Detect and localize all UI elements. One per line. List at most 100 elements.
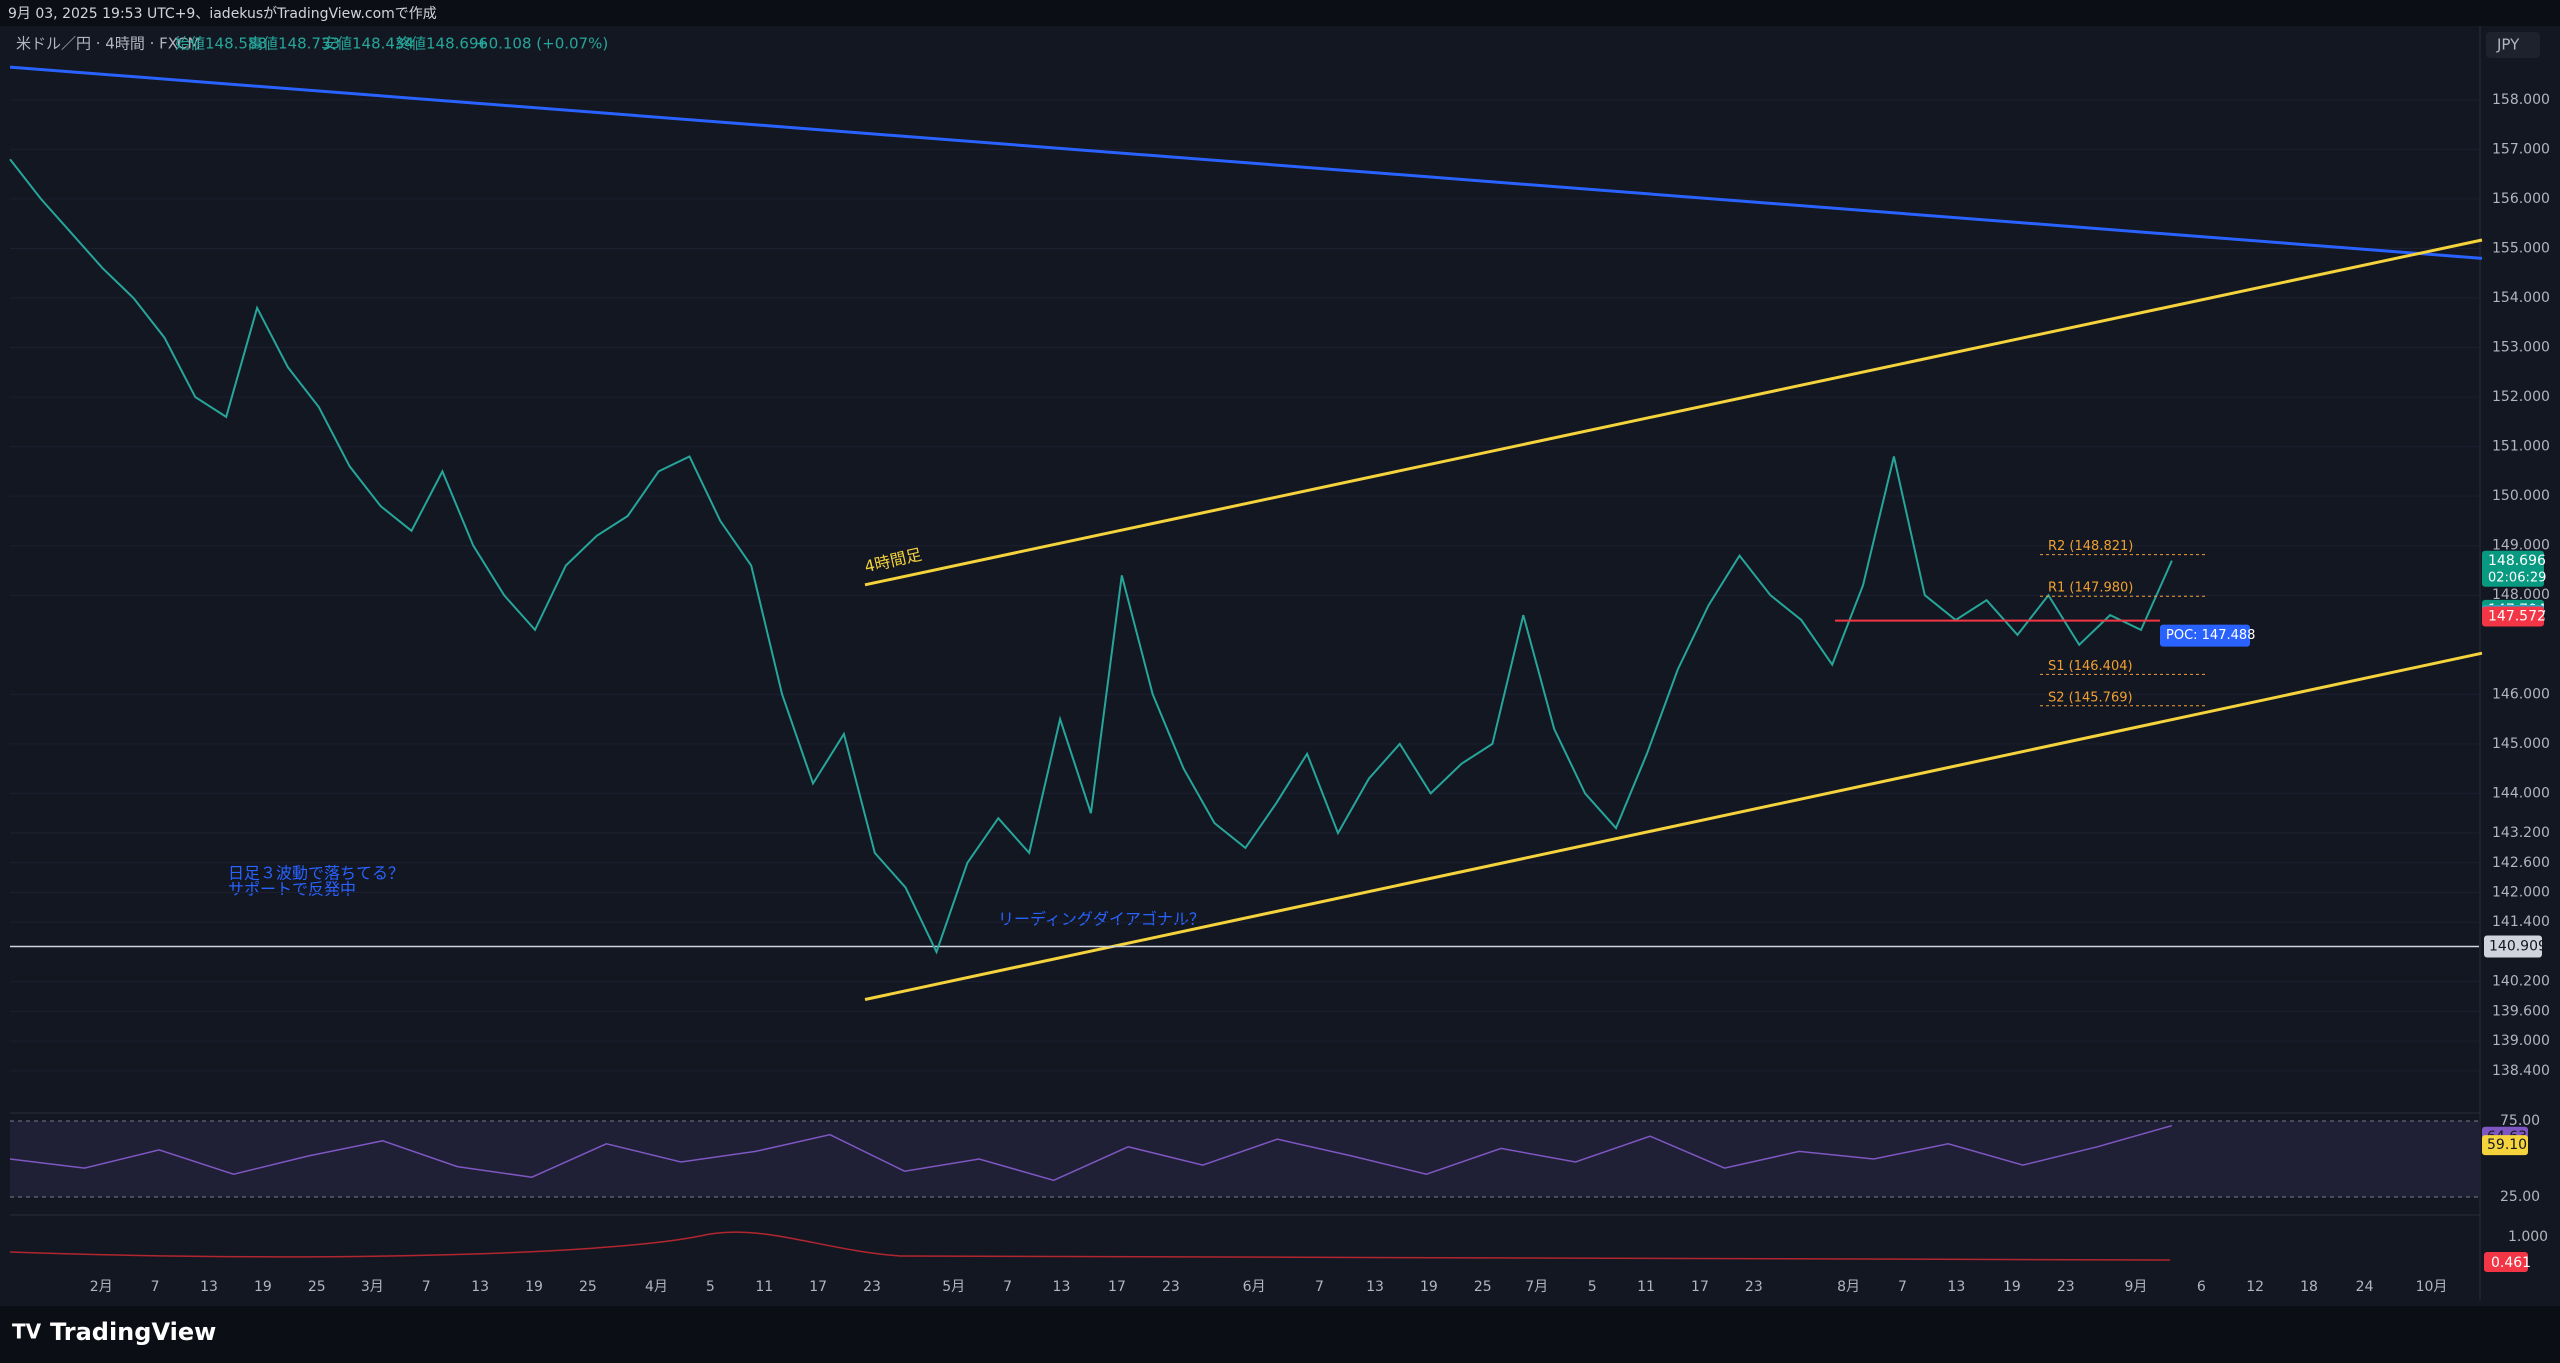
y-tick-label: 152.000 [2492, 389, 2550, 405]
x-tick-label: 8月 [1837, 1279, 1860, 1295]
y-tick-label: 157.000 [2492, 141, 2550, 157]
x-tick-label: 13 [200, 1279, 218, 1295]
pivot-label: S2 (145.769) [2048, 690, 2133, 705]
level-tag-text: 140.909 [2489, 939, 2547, 955]
annotation: サポートで反発中 [228, 880, 356, 899]
x-tick-label: 7月 [1525, 1279, 1548, 1295]
footer [0, 1306, 2560, 1363]
y-tick-label: 150.000 [2492, 488, 2550, 504]
countdown: 02:06:29 [2488, 570, 2546, 585]
x-tick-label: 11 [755, 1279, 773, 1295]
x-tick-label: 3月 [361, 1279, 384, 1295]
x-tick-label: 25 [579, 1279, 597, 1295]
pivot-label: S1 (146.404) [2048, 659, 2133, 674]
y-tick-label: 138.400 [2492, 1063, 2550, 1079]
x-tick-label: 19 [2003, 1279, 2021, 1295]
x-tick-label: 24 [2356, 1279, 2374, 1295]
rsi-line [9, 1124, 2173, 1182]
x-tick-label: 7 [1315, 1279, 1324, 1295]
y-tick-label: 156.000 [2492, 191, 2550, 207]
y-tick-label: 139.600 [2492, 1003, 2550, 1019]
top-bar [0, 0, 2560, 26]
y-tick-label: 151.000 [2492, 439, 2550, 455]
x-tick-label: 17 [1691, 1279, 1709, 1295]
x-tick-label: 25 [1474, 1279, 1492, 1295]
lower-tick: 1.000 [2508, 1229, 2548, 1245]
y-tick-label: 144.000 [2492, 785, 2550, 801]
pivot-label: R2 (148.821) [2048, 539, 2133, 554]
x-tick-label: 23 [1745, 1279, 1763, 1295]
poc-text: POC: 147.488 [2166, 628, 2255, 643]
x-tick-label: 13 [1366, 1279, 1384, 1295]
x-tick-label: 10月 [2416, 1279, 2448, 1295]
y-tick-label: 142.600 [2492, 855, 2550, 871]
x-tick-label: 13 [1947, 1279, 1965, 1295]
x-tick-label: 4月 [645, 1279, 668, 1295]
y-tick-label: 154.000 [2492, 290, 2550, 306]
lower-tag [2484, 1252, 2528, 1272]
y-tick-label: 155.000 [2492, 240, 2550, 256]
price-tag-text: 148.696 [2488, 553, 2546, 569]
annotation: 日足３波動で落ちてる？ [228, 864, 404, 883]
trendline [864, 651, 2483, 1001]
x-tick-label: 7 [151, 1279, 160, 1295]
ohlc-open: 始値148.588 [175, 35, 267, 53]
x-tick-label: 5 [706, 1279, 715, 1295]
price-tag [2482, 606, 2544, 627]
y-tick-label: 148.000 [2492, 587, 2550, 603]
x-tick-label: 23 [863, 1279, 881, 1295]
y-tick-label: 146.000 [2492, 686, 2550, 702]
x-tick-label: 25 [308, 1279, 326, 1295]
y-tick-label: 158.000 [2492, 92, 2550, 108]
x-tick-label: 19 [1420, 1279, 1438, 1295]
symbol: 米ドル／円 · 4時間 · FXCM [16, 35, 200, 53]
x-tick-label: 7 [1003, 1279, 1012, 1295]
x-tick-label: 6 [2197, 1279, 2206, 1295]
logo: TradingView [50, 1318, 216, 1346]
y-tick-label: 140.200 [2492, 974, 2550, 990]
top-bar-text: 9月 03, 2025 19:53 UTC+9、iadekusがTradingV… [8, 6, 437, 22]
y-tick-label: 153.000 [2492, 340, 2550, 356]
trendline [864, 238, 2483, 587]
x-tick-label: 17 [1108, 1279, 1126, 1295]
price-tag-text: 147.572 [2488, 608, 2546, 624]
rsi-band [10, 1121, 2479, 1197]
ohlc-low: 安値148.434 [322, 35, 414, 53]
x-tick-label: 12 [2246, 1279, 2264, 1295]
x-tick-label: 9月 [2125, 1279, 2148, 1295]
x-tick-label: 23 [2057, 1279, 2075, 1295]
y-tick-label: 142.000 [2492, 885, 2550, 901]
x-tick-label: 11 [1637, 1279, 1655, 1295]
rsi-tag [2482, 1135, 2528, 1156]
x-tick-label: 5月 [942, 1279, 965, 1295]
currency: JPY [2496, 36, 2520, 54]
change: +0.108 (+0.07%) [476, 35, 608, 53]
x-tick-label: 2月 [90, 1279, 113, 1295]
y-tick-label: 139.000 [2492, 1033, 2550, 1049]
y-tick-label: 145.000 [2492, 736, 2550, 752]
x-tick-label: 13 [471, 1279, 489, 1295]
y-tick-label: 141.400 [2492, 914, 2550, 930]
annotation: リーディングダイアゴナル？ [998, 910, 1205, 929]
price-line [9, 158, 2173, 955]
lower-tag-text: 0.461 [2491, 1255, 2531, 1271]
x-tick-label: 7 [422, 1279, 431, 1295]
logo-icon: TV [12, 1320, 42, 1344]
level-tag [2484, 935, 2542, 958]
x-tick-label: 6月 [1243, 1279, 1266, 1295]
x-tick-label: 17 [809, 1279, 827, 1295]
price-tag [2482, 550, 2544, 587]
x-tick-label: 5 [1588, 1279, 1597, 1295]
currency-button[interactable] [2486, 32, 2540, 58]
x-tick-label: 19 [525, 1279, 543, 1295]
rsi-tick-label: 75.00 [2500, 1113, 2540, 1129]
pivot-label: R1 (147.980) [2048, 581, 2133, 596]
y-tick-label: 143.200 [2492, 825, 2550, 841]
rsi-tick-label: 25.00 [2500, 1189, 2540, 1205]
y-tick-label: 149.000 [2492, 538, 2550, 554]
trendline [9, 65, 2483, 260]
ohlc-close: 終値148.696 [396, 35, 488, 53]
x-tick-label: 18 [2300, 1279, 2318, 1295]
rsi-tag-text: 59.10 [2487, 1137, 2527, 1153]
